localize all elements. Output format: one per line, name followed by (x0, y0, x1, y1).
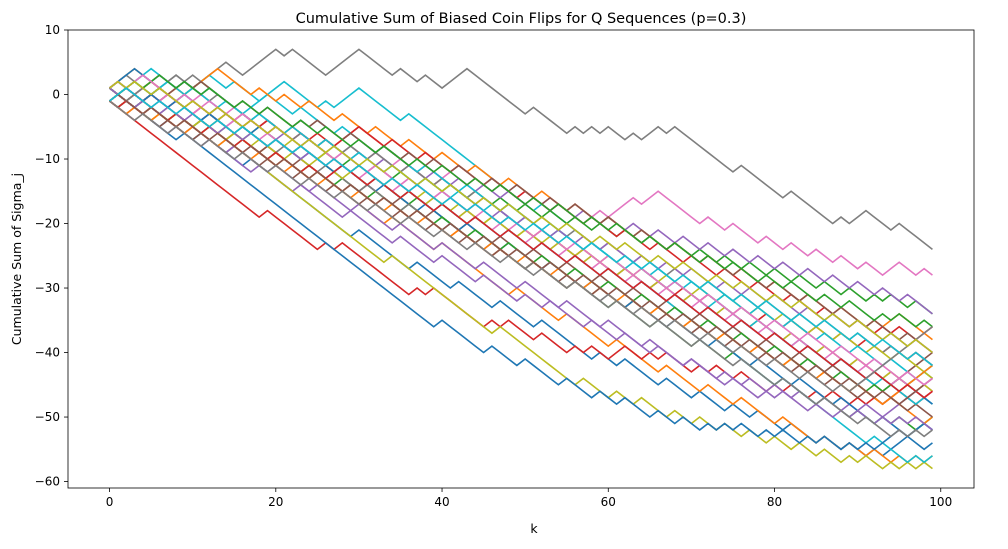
x-axis: 0 20 40 60 80 100 (106, 488, 952, 509)
series-line-38 (109, 100, 933, 393)
y-tick-label: −10 (35, 152, 60, 166)
y-tick-label: −50 (35, 410, 60, 424)
series-line-39 (109, 80, 933, 354)
x-tick-label: 0 (106, 495, 114, 509)
y-tick-label: −30 (35, 281, 60, 295)
y-tick-label: −60 (35, 475, 60, 489)
x-tick-label: 60 (601, 495, 616, 509)
x-tick-label: 80 (767, 495, 782, 509)
y-tick-label: −40 (35, 346, 60, 360)
series-line-36 (109, 93, 933, 406)
x-tick-label: 20 (268, 495, 283, 509)
plot-frame (67, 29, 975, 489)
series-line-11 (109, 87, 933, 451)
x-tick-label: 40 (434, 495, 449, 509)
x-tick-label: 100 (929, 495, 952, 509)
series-lines (109, 48, 933, 470)
y-tick-label: 0 (52, 88, 60, 102)
series-line-33 (109, 74, 933, 328)
series-line-40 (109, 87, 933, 367)
y-tick-label: 10 (45, 23, 60, 37)
series-line-34 (109, 99, 933, 399)
x-axis-label: k (530, 521, 538, 536)
chart-title: Cumulative Sum of Biased Coin Flips for … (296, 11, 747, 27)
y-axis: 10 0 −10 −20 −30 −40 −50 −60 (35, 23, 68, 489)
series-line-35 (109, 87, 933, 354)
series-line-8 (109, 48, 933, 250)
series-line-5 (109, 99, 933, 419)
y-tick-label: −20 (35, 217, 60, 231)
y-axis-label: Cumulative Sum of Sigma_j (9, 173, 24, 345)
